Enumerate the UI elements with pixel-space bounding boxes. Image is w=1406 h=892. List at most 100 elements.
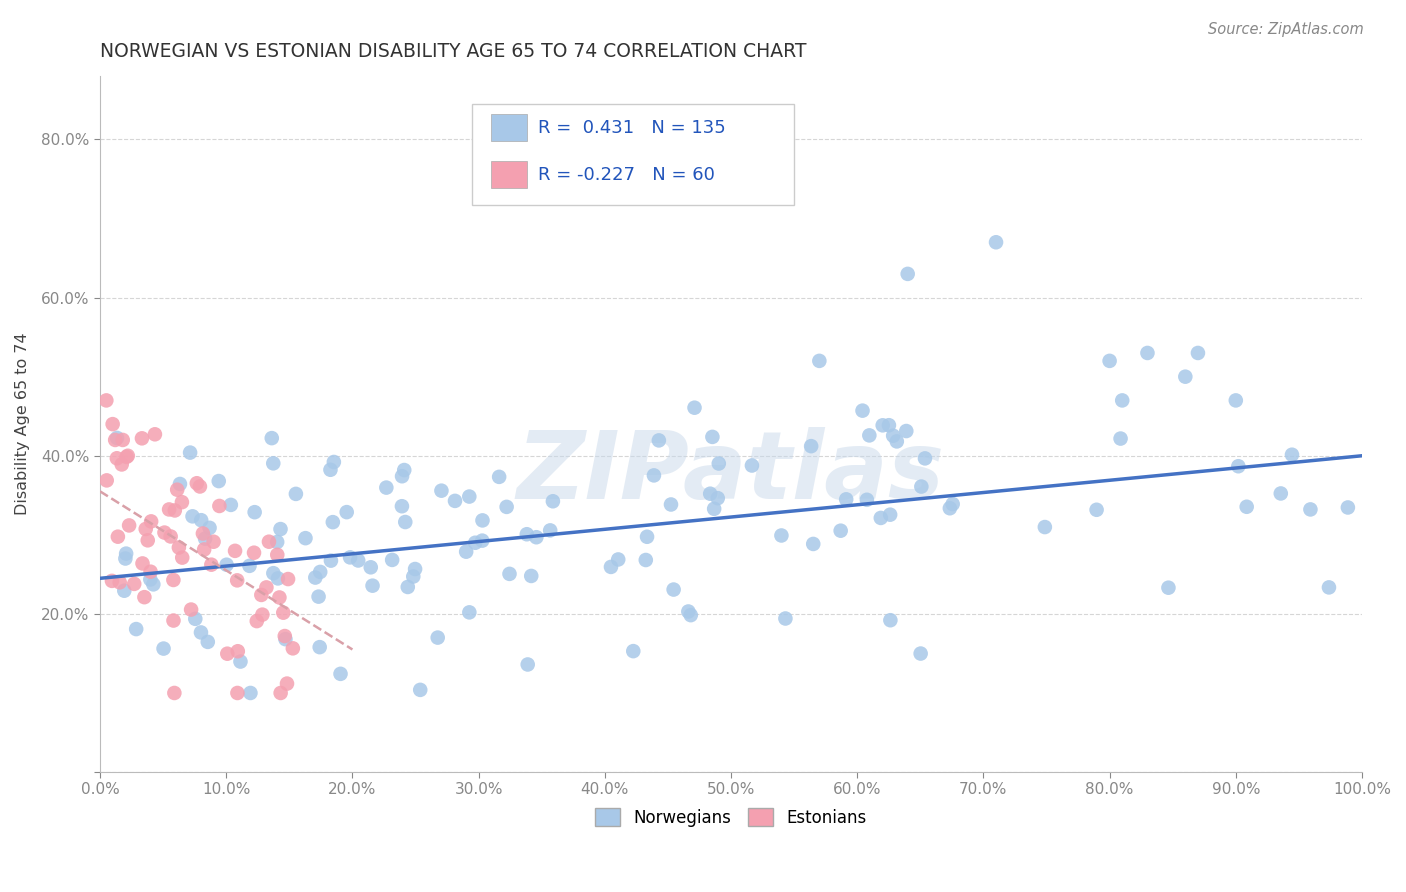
Point [886, 434, 908, 449]
Point [163, 686, 186, 700]
Text: R =  0.431   N = 135: R = 0.431 N = 135 [538, 120, 725, 137]
Point [516, 657, 538, 672]
Point [659, 498, 682, 512]
Point [257, 534, 280, 549]
Point [266, 535, 288, 549]
Point [152, 641, 174, 656]
Point [869, 511, 891, 525]
Point [186, 476, 208, 491]
Point [208, 474, 231, 488]
Point [329, 666, 352, 681]
Point [162, 573, 184, 587]
Point [430, 483, 453, 498]
Point [1281, 448, 1303, 462]
Point [200, 558, 222, 572]
Point [260, 431, 283, 445]
Point [131, 431, 153, 445]
Point [1174, 369, 1197, 384]
Point [167, 541, 190, 555]
Point [281, 641, 304, 656]
Point [229, 655, 252, 669]
Point [800, 439, 823, 453]
Point [426, 631, 449, 645]
Point [112, 583, 135, 598]
Point [194, 532, 217, 546]
Point [396, 580, 419, 594]
Point [336, 505, 359, 519]
Point [391, 469, 413, 483]
Point [360, 560, 382, 574]
Point [277, 572, 299, 586]
Point [361, 579, 384, 593]
Point [914, 451, 936, 466]
Point [274, 632, 297, 647]
Point [115, 547, 138, 561]
Point [600, 560, 623, 574]
Point [471, 513, 494, 527]
Point [190, 625, 212, 640]
Point [634, 553, 657, 567]
Point [139, 573, 162, 587]
Point [191, 526, 214, 541]
Point [897, 267, 920, 281]
Point [179, 445, 201, 459]
Point [648, 434, 671, 448]
Point [409, 682, 432, 697]
Point [1270, 486, 1292, 500]
Point [269, 591, 291, 605]
Point [516, 527, 538, 541]
Point [136, 533, 159, 548]
Point [226, 574, 249, 588]
FancyBboxPatch shape [491, 114, 527, 141]
Point [308, 640, 330, 654]
Point [117, 449, 139, 463]
Point [882, 428, 904, 442]
Point [243, 546, 266, 560]
Point [180, 602, 202, 616]
Y-axis label: Disability Age 65 to 74: Disability Age 65 to 74 [15, 333, 30, 516]
Point [143, 427, 166, 442]
Text: NORWEGIAN VS ESTONIAN DISABILITY AGE 65 TO 74 CORRELATION CHART: NORWEGIAN VS ESTONIAN DISABILITY AGE 65 … [100, 42, 807, 61]
Point [683, 401, 706, 415]
Point [215, 558, 238, 572]
Point [262, 456, 284, 470]
Point [942, 497, 965, 511]
Point [274, 629, 297, 643]
Point [1136, 346, 1159, 360]
Point [114, 551, 136, 566]
Point [910, 647, 932, 661]
Point [239, 686, 262, 700]
Point [662, 582, 685, 597]
Point [678, 605, 700, 619]
Point [444, 494, 467, 508]
Point [197, 635, 219, 649]
Point [284, 487, 307, 501]
Text: R = -0.227   N = 60: R = -0.227 N = 60 [538, 166, 714, 184]
Point [498, 566, 520, 581]
Point [96, 393, 118, 408]
Point [1157, 581, 1180, 595]
Point [394, 463, 416, 477]
Point [190, 513, 212, 527]
Point [135, 522, 157, 536]
Point [107, 530, 129, 544]
Point [896, 424, 918, 438]
Point [266, 548, 288, 562]
Point [304, 570, 326, 584]
Point [538, 524, 561, 538]
Point [471, 533, 494, 548]
Point [166, 483, 188, 497]
Point [801, 537, 824, 551]
Point [520, 569, 543, 583]
Point [157, 502, 180, 516]
Point [224, 544, 246, 558]
Point [115, 450, 138, 464]
Point [122, 577, 145, 591]
Point [741, 458, 763, 473]
Point [375, 481, 398, 495]
Point [319, 554, 342, 568]
Point [621, 644, 644, 658]
Point [1236, 500, 1258, 514]
Point [139, 515, 162, 529]
Point [770, 528, 793, 542]
